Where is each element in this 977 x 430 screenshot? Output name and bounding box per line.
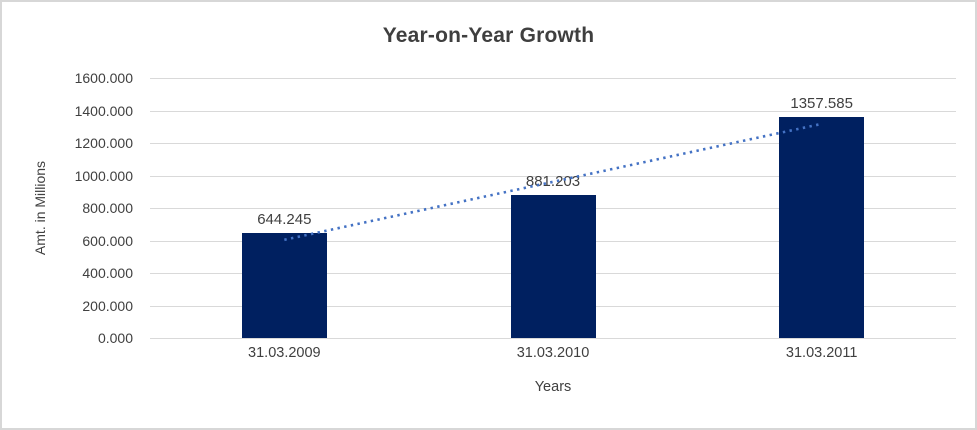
x-tick-label: 31.03.2010 bbox=[516, 345, 590, 361]
y-tick-label: 400.000 bbox=[82, 265, 133, 281]
x-tick-label: 31.03.2009 bbox=[248, 345, 321, 361]
y-tick-label: 1200.000 bbox=[74, 135, 133, 151]
x-axis-tick-labels: 31.03.2009 31.03.2010 31.03.2011 bbox=[150, 345, 956, 365]
y-tick-label: 0.000 bbox=[97, 330, 133, 346]
data-label: 881.203 bbox=[525, 172, 581, 190]
data-label: 644.245 bbox=[257, 211, 312, 229]
plot-area: 644.245 881.203 1357.585 bbox=[150, 78, 956, 339]
gridline bbox=[150, 175, 956, 177]
chart-title: Year-on-Year Growth bbox=[382, 24, 595, 47]
y-tick-label: 1400.000 bbox=[74, 102, 133, 119]
y-tick-label: 1000.000 bbox=[74, 167, 133, 184]
trendline-path bbox=[284, 122, 822, 242]
bar bbox=[779, 117, 865, 338]
data-label: 1357.585 bbox=[790, 95, 853, 113]
x-axis-title: Years bbox=[534, 379, 572, 395]
bar bbox=[510, 194, 596, 338]
y-tick-label: 1600.000 bbox=[74, 70, 133, 86]
bar bbox=[241, 233, 327, 338]
gridline bbox=[150, 143, 956, 144]
x-tick-label: 31.03.2011 bbox=[785, 345, 858, 361]
gridline bbox=[150, 110, 956, 112]
y-tick-label: 800.000 bbox=[82, 200, 133, 216]
trendline bbox=[284, 122, 822, 242]
y-tick-label: 600.000 bbox=[82, 232, 133, 249]
gridline bbox=[150, 338, 956, 339]
gridline bbox=[150, 78, 956, 79]
y-tick-label: 200.000 bbox=[82, 297, 133, 314]
